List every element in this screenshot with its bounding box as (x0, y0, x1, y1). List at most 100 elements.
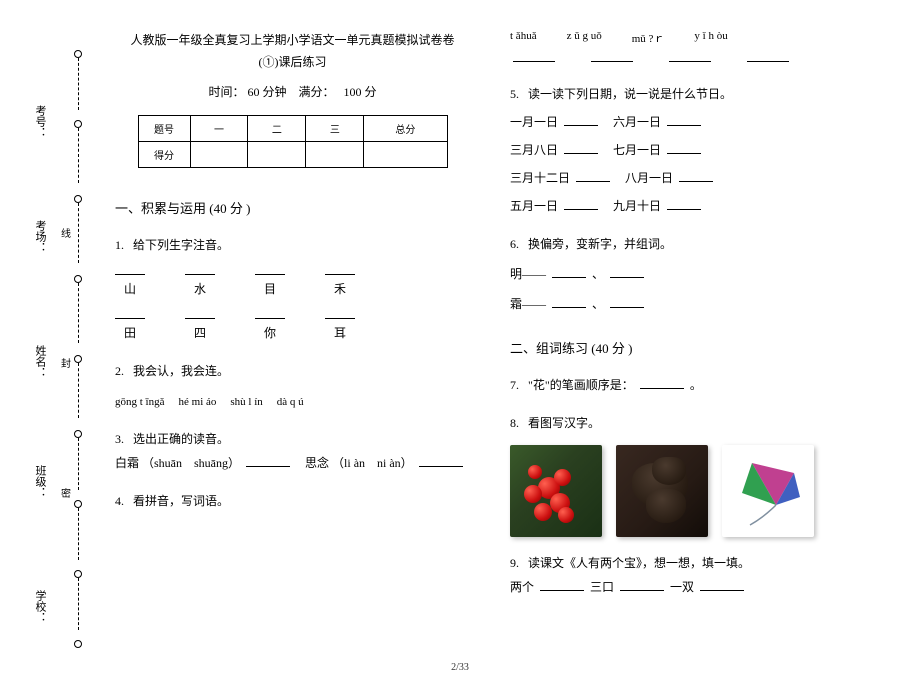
zhuyin-char: 四 (194, 321, 206, 345)
q5-date-blank[interactable] (564, 114, 598, 126)
zhuyin-blank[interactable] (325, 263, 355, 275)
q1-num: 1. (115, 238, 124, 252)
q6-blank-1a[interactable] (552, 266, 586, 278)
q6-blank-2b[interactable] (610, 296, 644, 308)
zhuyin-item: 水 (185, 263, 215, 301)
q9-blank-2[interactable] (620, 579, 664, 591)
zhuyin-blank[interactable] (185, 307, 215, 319)
td-defen: 得分 (138, 142, 190, 168)
q4-pinyin-item: mǔ ?ｒ (632, 30, 665, 46)
th-tihao: 题号 (138, 116, 190, 142)
q5-date-blank[interactable] (564, 198, 598, 210)
q3-item2-label: 思念 (305, 456, 329, 470)
right-column: t ǎhuǎz ǔ g uǒmǔ ?ｒy ǐ h òu 5. 读一读下列日期，说… (490, 20, 885, 660)
q9-pre2: 三口 (590, 580, 614, 594)
binding-marker-feng: 封 (61, 355, 71, 370)
q4-pinyin-item: z ǔ g uǒ (567, 30, 602, 46)
full-label: 满分： (299, 85, 335, 99)
binding-circle (74, 195, 82, 203)
q3-blank-1[interactable] (246, 455, 290, 467)
q3-item2-choices: （li àn ni àn） (332, 456, 413, 470)
q4-text: 看拼音，写词语。 (133, 494, 229, 508)
q2-pinyin-item: dà q ú (277, 391, 304, 413)
q6-sep1: 、 (592, 267, 604, 281)
question-3: 3. 选出正确的读音。 白霜 （shuān shuāng） 思念 （li àn … (115, 427, 470, 475)
q3-blank-2[interactable] (419, 455, 463, 467)
q3-item1-label: 白霜 (115, 456, 139, 470)
q4-blank-3[interactable] (669, 50, 711, 62)
q5-date-blank[interactable] (576, 170, 610, 182)
q5-date-blank[interactable] (667, 198, 701, 210)
content-region: 人教版一年级全真复习上学期小学语文一单元真题模拟试卷卷 (①)课后练习 时间： … (95, 20, 905, 660)
zhuyin-blank[interactable] (185, 263, 215, 275)
zhuyin-char: 你 (264, 321, 276, 345)
score-cell-total[interactable] (364, 142, 447, 168)
q5-num: 5. (510, 87, 519, 101)
q5-date-blank[interactable] (667, 142, 701, 154)
q3-item1-choices: （shuān shuāng） (142, 456, 240, 470)
zhuyin-blank[interactable] (255, 307, 285, 319)
q3-text: 选出正确的读音。 (133, 432, 229, 446)
score-cell-2[interactable] (248, 142, 306, 168)
zhuyin-char: 耳 (334, 321, 346, 345)
binding-circle (74, 50, 82, 58)
question-4: 4. 看拼音，写词语。 (115, 489, 470, 513)
binding-label-kaohao: 考号： (32, 105, 48, 138)
q4-pinyin-row: t ǎhuǎz ǔ g uǒmǔ ?ｒy ǐ h òu (510, 30, 865, 46)
q6-blank-2a[interactable] (552, 296, 586, 308)
q5-date-blank[interactable] (679, 170, 713, 182)
q9-num: 9. (510, 556, 519, 570)
zhuyin-item: 山 (115, 263, 145, 301)
binding-circle (74, 355, 82, 363)
zhuyin-blank[interactable] (115, 307, 145, 319)
zhuyin-item: 禾 (325, 263, 355, 301)
q4-blank-2[interactable] (591, 50, 633, 62)
zhuyin-blank[interactable] (255, 263, 285, 275)
left-column: 人教版一年级全真复习上学期小学语文一单元真题模拟试卷卷 (①)课后练习 时间： … (95, 20, 490, 660)
question-5: 5. 读一读下列日期，说一说是什么节日。 一月一日 六月一日 三月八日 七月一日… (510, 82, 865, 218)
score-cell-3[interactable] (306, 142, 364, 168)
zhuyin-blank[interactable] (115, 263, 145, 275)
binding-dashed-segment (78, 508, 79, 560)
score-table-header-row: 题号 一 二 三 总分 (138, 116, 447, 142)
score-cell-1[interactable] (190, 142, 248, 168)
binding-dashed-segment (78, 363, 79, 418)
q4-blank-1[interactable] (513, 50, 555, 62)
q5-date-label: 九月十日 (613, 199, 664, 213)
q4-pinyin-item: y ǐ h òu (694, 30, 727, 46)
zhuyin-item: 耳 (325, 307, 355, 345)
question-2: 2. 我会认，我会连。 gōng t īngǎhé mi áoshù l índ… (115, 359, 470, 413)
q8-text: 看图写汉字。 (528, 416, 600, 430)
binding-circle (74, 570, 82, 578)
q5-date-blank[interactable] (667, 114, 701, 126)
q6-num: 6. (510, 237, 519, 251)
binding-circle (74, 640, 82, 648)
title-line-1: 人教版一年级全真复习上学期小学语文一单元真题模拟试卷卷 (115, 30, 470, 52)
q6-char-shuang: 霜 (510, 297, 522, 311)
q7-blank[interactable] (640, 377, 684, 389)
image-kite (722, 445, 814, 537)
q5-date-blank[interactable] (564, 142, 598, 154)
q5-date-label: 一月一日 (510, 115, 561, 129)
q4-num: 4. (115, 494, 124, 508)
zhuyin-item: 四 (185, 307, 215, 345)
score-table-value-row: 得分 (138, 142, 447, 168)
q4-blank-4[interactable] (747, 50, 789, 62)
time-value: 60 分钟 (247, 85, 286, 99)
image-black-fungus (616, 445, 708, 537)
q6-text: 换偏旁，变新字，并组词。 (528, 237, 672, 251)
q5-date-line: 一月一日 六月一日 (510, 110, 865, 134)
q5-date-line: 三月十二日 八月一日 (510, 166, 865, 190)
zhuyin-blank[interactable] (325, 307, 355, 319)
q3-num: 3. (115, 432, 124, 446)
q7-num: 7. (510, 378, 519, 392)
binding-margin: 考号： 考场： 姓名： 班级： 学校： 线 封 密 (18, 0, 88, 681)
q2-num: 2. (115, 364, 124, 378)
q9-blank-1[interactable] (540, 579, 584, 591)
q6-sep2: 、 (592, 297, 604, 311)
q6-blank-1b[interactable] (610, 266, 644, 278)
q2-pinyin-row: gōng t īngǎhé mi áoshù l índà q ú (115, 391, 470, 413)
q9-blank-3[interactable] (700, 579, 744, 591)
binding-label-xuexiao: 学校： (32, 590, 48, 623)
q6-line-2: 霜—— 、 (510, 292, 865, 316)
